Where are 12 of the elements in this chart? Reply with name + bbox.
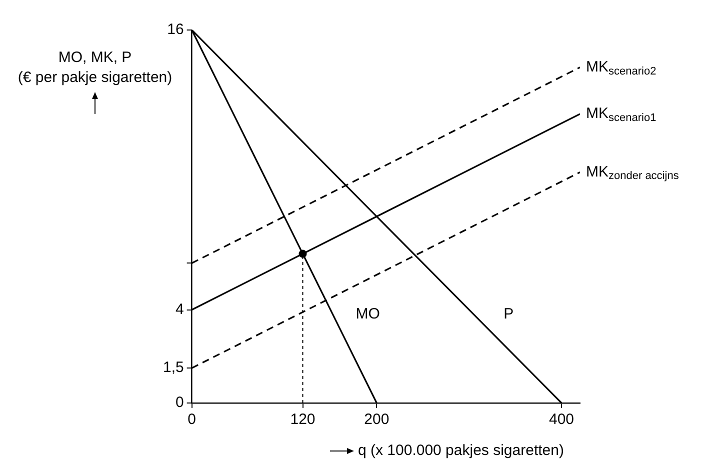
y-tick-label: 1,5 xyxy=(162,359,184,376)
y-tick-label: 4 xyxy=(176,300,184,318)
series-label: MO xyxy=(356,306,380,323)
x-tick-label: 0 xyxy=(188,411,196,428)
y-tick-label: 16 xyxy=(167,21,184,38)
series-label: P xyxy=(504,306,514,323)
x-tick-label: 120 xyxy=(290,411,316,428)
y-axis-title: MO, MK, P (€ per pakje sigaretten) xyxy=(16,48,174,88)
x-tick-label: 200 xyxy=(364,411,390,428)
x-tick-label: 400 xyxy=(549,411,574,428)
x-axis-title: q (x 100.000 pakjes sigaretten) xyxy=(358,442,564,459)
y-tick-label: 0 xyxy=(176,394,184,412)
